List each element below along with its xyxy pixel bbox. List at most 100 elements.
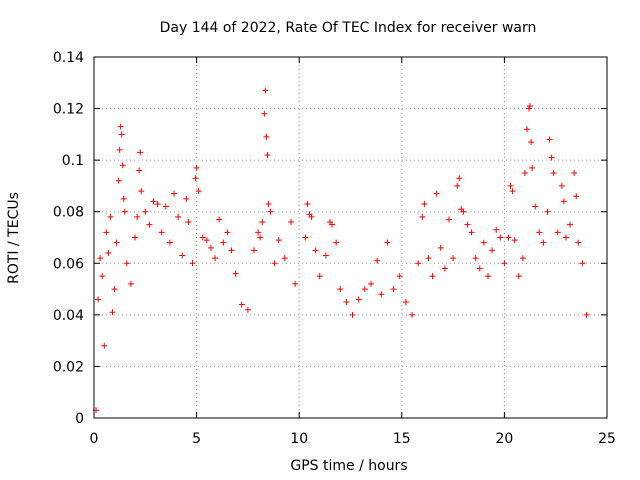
data-point <box>189 260 196 267</box>
data-point <box>281 255 288 262</box>
data-point <box>511 237 518 244</box>
data-point <box>558 182 565 189</box>
data-point <box>118 131 125 138</box>
data-point <box>536 229 543 236</box>
data-point <box>216 216 223 223</box>
data-point <box>195 188 202 195</box>
data-point <box>105 249 112 256</box>
data-point <box>560 198 567 205</box>
data-point <box>493 226 500 233</box>
data-point <box>507 182 514 189</box>
data-point <box>265 200 272 207</box>
data-point <box>212 255 219 262</box>
data-point <box>264 151 271 158</box>
data-point <box>103 229 110 236</box>
y-tick-label: 0.14 <box>53 50 84 66</box>
data-point <box>484 273 491 280</box>
data-point <box>361 286 368 293</box>
data-point <box>441 265 448 272</box>
data-point <box>421 200 428 207</box>
data-point <box>437 244 444 251</box>
x-tick-label: 10 <box>290 431 308 447</box>
data-point <box>526 105 533 112</box>
y-tick-label: 0.06 <box>53 256 84 272</box>
data-point <box>192 175 199 182</box>
data-point <box>120 195 127 202</box>
data-point <box>251 247 258 254</box>
data-point <box>374 257 381 264</box>
x-tick-label: 5 <box>192 431 201 447</box>
data-point <box>579 260 586 267</box>
data-point <box>267 208 274 215</box>
data-point <box>433 190 440 197</box>
data-point <box>419 213 426 220</box>
y-axis-label: ROTI / TECUs <box>6 192 22 284</box>
data-point <box>121 208 128 215</box>
data-point <box>415 260 422 267</box>
data-point <box>329 221 336 228</box>
data-point <box>224 229 231 236</box>
data-point <box>116 146 123 153</box>
data-point <box>489 247 496 254</box>
data-point <box>99 273 106 280</box>
data-point <box>573 193 580 200</box>
data-point <box>123 260 130 267</box>
data-point <box>132 234 139 241</box>
x-tick-label: 15 <box>393 431 411 447</box>
data-point <box>158 229 165 236</box>
data-point <box>337 286 344 293</box>
data-point <box>550 170 557 177</box>
data-point <box>175 213 182 220</box>
data-point <box>263 133 270 140</box>
data-point <box>119 162 126 169</box>
data-point <box>567 221 574 228</box>
y-tick-label: 0.02 <box>53 359 84 375</box>
data-point <box>562 234 569 241</box>
data-point <box>308 213 315 220</box>
data-point <box>134 213 141 220</box>
data-point <box>472 255 479 262</box>
data-point <box>179 252 186 259</box>
data-point <box>454 182 461 189</box>
data-point <box>136 167 143 174</box>
x-tick-labels: 0 5 10 15 20 25 <box>90 431 616 447</box>
data-point <box>571 170 578 177</box>
data-point <box>528 139 535 146</box>
data-point <box>142 208 149 215</box>
data-point <box>476 265 483 272</box>
data-point <box>199 234 206 241</box>
data-point <box>97 255 104 262</box>
data-point <box>501 260 508 267</box>
data-point <box>378 291 385 298</box>
axis-ticks <box>93 56 608 419</box>
data-point <box>540 239 547 246</box>
data-point <box>95 296 102 303</box>
data-point <box>355 296 362 303</box>
data-point <box>390 286 397 293</box>
data-point <box>117 123 124 130</box>
y-tick-label: 0.1 <box>62 153 84 169</box>
data-point <box>146 221 153 228</box>
data-point <box>509 188 516 195</box>
x-tick-label: 20 <box>495 431 513 447</box>
data-point <box>287 219 294 226</box>
data-point <box>521 170 528 177</box>
data-point <box>316 273 323 280</box>
data-point <box>166 239 173 246</box>
data-point <box>456 175 463 182</box>
data-point <box>183 195 190 202</box>
data-point <box>203 237 210 244</box>
data-point <box>162 203 169 210</box>
data-point <box>228 247 235 254</box>
data-point <box>464 221 471 228</box>
data-point <box>546 136 553 143</box>
data-point <box>238 301 245 308</box>
x-tick-label: 25 <box>598 431 616 447</box>
data-point <box>275 237 282 244</box>
data-point <box>519 255 526 262</box>
data-point <box>450 255 457 262</box>
data-point <box>532 203 539 210</box>
data-point <box>349 311 356 318</box>
data-point <box>232 270 239 277</box>
data-point <box>529 164 536 171</box>
